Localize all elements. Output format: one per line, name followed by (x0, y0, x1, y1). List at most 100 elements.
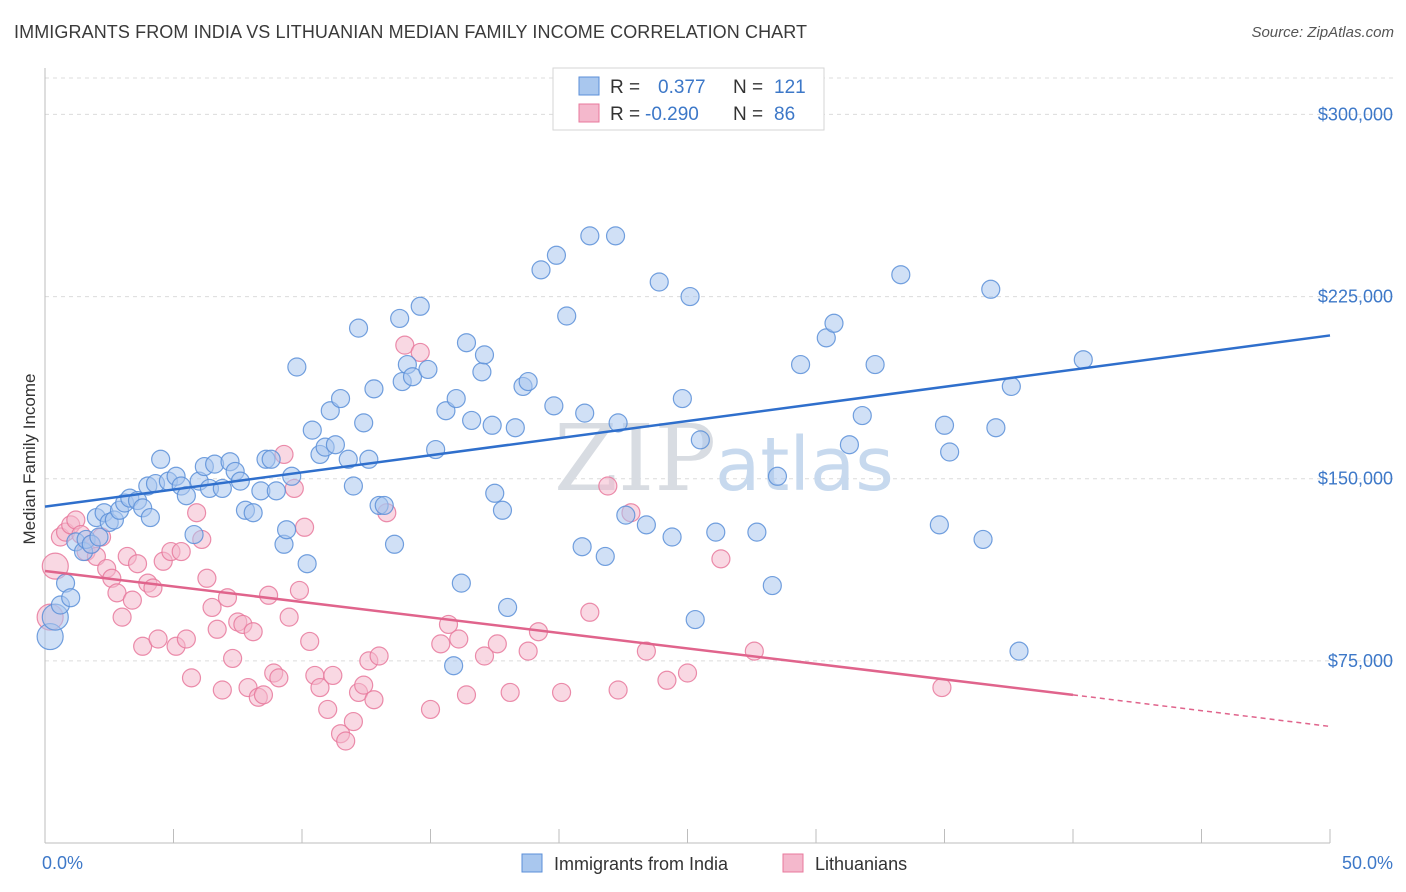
lithuanians-point-86 (932, 677, 952, 698)
lithuanians-point-84 (711, 549, 731, 569)
lithuanians-point-73 (500, 682, 520, 703)
india-point-93 (608, 413, 628, 433)
lithuanians-point-49 (294, 517, 315, 537)
legend-n-value-2: 86 (774, 104, 795, 125)
lithuanians-point-65 (410, 342, 430, 363)
india-point-116 (973, 529, 993, 550)
india-point-90 (580, 226, 600, 246)
india-point-67 (418, 359, 438, 380)
y-tick-label-3: $300,000 (1318, 104, 1393, 124)
lithuanians-point-52 (310, 677, 330, 698)
lithuanians-point-67 (431, 634, 451, 654)
india-point-120 (1009, 641, 1029, 661)
india-point-99 (680, 286, 700, 307)
lithuanians-point-83 (677, 663, 698, 683)
india-point-37 (243, 503, 263, 523)
lithuanians-point-17 (127, 554, 148, 574)
india-point-65 (402, 367, 423, 387)
india-point-72 (451, 573, 471, 593)
lithuanians-trend-line (44, 569, 1074, 697)
india-point-86 (546, 245, 567, 265)
series-legend: Immigrants from India Lithuanians (521, 853, 907, 874)
india-point-10 (89, 527, 109, 547)
india-point-95 (636, 515, 656, 535)
india-point-51 (325, 435, 346, 455)
lithuanians-point-27 (181, 668, 202, 688)
india-point-74 (462, 410, 482, 431)
watermark-atlas: atlas (715, 422, 894, 508)
x-tick-label-0: 0.0% (42, 853, 83, 873)
india-point-111 (865, 354, 885, 375)
lithuanians-point-44 (269, 668, 289, 688)
watermark-zip: ZIP (554, 405, 716, 512)
india-point-70 (444, 656, 464, 676)
india-point-80 (498, 597, 518, 618)
lithuanians-point-28 (187, 503, 207, 523)
lithuanians-point-42 (258, 585, 279, 605)
india-point-77 (482, 415, 502, 435)
india-point-27 (184, 524, 204, 545)
lithuanians-point-25 (171, 541, 191, 562)
lithuanians-point-41 (253, 685, 274, 705)
y-tick-label-0: $75,000 (1328, 651, 1393, 671)
india-point-41 (266, 481, 286, 501)
lithuanians-points (36, 335, 952, 751)
india-point-4 (61, 588, 81, 608)
india-point-117 (981, 279, 1001, 299)
india-point-101 (690, 430, 710, 450)
lithuanians-point-82 (657, 670, 677, 690)
india-point-88 (572, 537, 592, 557)
india-point-98 (672, 388, 692, 409)
india-point-53 (338, 449, 358, 469)
india-point-56 (354, 413, 374, 433)
india-point-114 (934, 415, 955, 435)
bottom-legend-india: Immigrants from India (554, 854, 729, 874)
correlation-legend: R = 0.377 N = 121 R = -0.290 N = 86 (552, 67, 825, 131)
lithuanians-point-56 (336, 731, 356, 751)
india-point-66 (410, 296, 430, 316)
india-point-104 (762, 575, 782, 596)
lithuanians-point-62 (369, 646, 389, 666)
india-point-61 (384, 534, 405, 554)
y-tick-labels: $75,000 $150,000 $225,000 $300,000 (1318, 104, 1393, 670)
india-point-102 (706, 522, 726, 542)
bottom-legend-swatch-india (521, 853, 543, 873)
india-point-89 (575, 403, 595, 423)
lithuanians-point-30 (197, 568, 217, 588)
india-point-78 (485, 483, 505, 503)
india-point-103 (747, 522, 767, 542)
legend-r-value-2: -0.290 (645, 104, 699, 125)
lithuanians-point-59 (354, 675, 374, 695)
lithuanians-point-48 (289, 580, 310, 601)
india-point-73 (456, 333, 477, 353)
india-point-75 (472, 362, 492, 382)
y-tick-label-1: $150,000 (1318, 469, 1393, 489)
grid-lines (45, 77, 1395, 662)
legend-n-value-1: 121 (774, 77, 806, 98)
india-point-62 (390, 308, 410, 329)
chart-title: IMMIGRANTS FROM INDIA VS LITHUANIAN MEDI… (14, 22, 808, 42)
lithuanians-point-14 (112, 607, 132, 627)
india-point-83 (518, 371, 538, 392)
india-point-87 (557, 306, 577, 326)
india-points (36, 226, 1093, 676)
source-label: Source: ZipAtlas.com (1251, 24, 1394, 41)
india-point-58 (364, 379, 384, 399)
lithuanians-point-39 (243, 622, 263, 642)
india-point-115 (940, 442, 960, 462)
x-tick-label-1: 50.0% (1342, 853, 1393, 873)
trend-lines (44, 334, 1331, 728)
india-point-110 (852, 405, 872, 426)
legend-n-label-2: N = (733, 104, 763, 125)
y-axis-label: Median Family Income (20, 373, 39, 544)
lithuanians-trend-extension (1072, 694, 1331, 728)
india-point-44 (282, 466, 302, 486)
lithuanians-point-81 (636, 641, 656, 661)
india-point-55 (348, 318, 369, 338)
india-point-20 (140, 507, 160, 528)
india-point-97 (662, 527, 682, 547)
india-point-47 (302, 420, 322, 440)
bottom-legend-lithuanians: Lithuanians (815, 854, 907, 874)
india-point-76 (474, 345, 495, 365)
lithuanians-point-79 (608, 680, 628, 700)
